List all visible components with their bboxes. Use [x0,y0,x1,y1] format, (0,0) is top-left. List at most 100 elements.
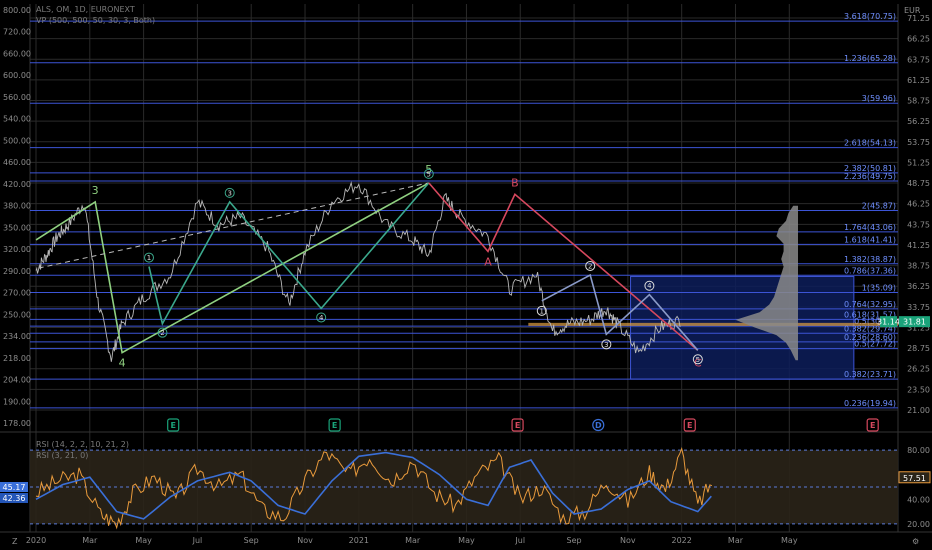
left-tick-label: 290.00 [3,267,31,276]
right-tick-label: 43.75 [907,220,930,229]
right-axis: 71.25 66.25 63.75 61.25 58.75 56.25 53.75 51.25… [877,14,930,415]
price-tag-label: 31.14 [877,318,900,327]
rsi-orange-line [35,447,713,530]
time-tick-label: Jul [192,536,203,545]
fib-levels: 3.618(70.75) 1.236(65.28) 3(59.96) 2.618(54… [30,12,898,409]
wave-count-label: 4 [647,282,652,290]
fib-label: 2(45.87) [862,201,896,210]
time-tick-label: 2020 [26,536,46,545]
event-marker-icon[interactable] [167,418,180,432]
wave-count-circle [316,312,327,323]
gear-icon[interactable]: ⚙ [912,537,919,546]
wave-count-circle [601,339,612,350]
rsi-tick-label: 80.00 [907,446,930,455]
time-tick-label: May [458,536,475,545]
fib-label: 2.618(54.13) [844,139,896,148]
time-axis: 2020 Mar May Jul Sep Nov 2021 Mar May Jul Sep Nov 20… [0,531,932,545]
wave-count-label: 2 [588,262,592,270]
right-tick-label: 31.25 [907,323,930,332]
time-tick-label: May [135,536,152,545]
left-tick-label: 234.00 [3,332,31,341]
rsi-header-2: RSI (3, 21, 0) [36,451,88,460]
event-marker-icon[interactable] [328,418,341,432]
currency-label: EUR [904,6,921,15]
wave-label: A [484,255,492,268]
volume-profile-shape [735,205,798,361]
event-marker-icon[interactable] [866,418,879,432]
time-tick-label: Jul [514,536,525,545]
fib-label: 3(59.96) [862,94,896,103]
rsi-orange-tag-box [898,471,931,484]
fib-label: 0.382(29.74) [844,324,896,333]
event-marker-icon[interactable] [683,418,696,432]
event-marker-icon[interactable] [592,418,605,432]
green-wave-line [35,182,430,354]
fib-label: 0.5(30.68) [854,317,896,326]
wave-count-circle [423,168,434,179]
wave-count-label: 1 [540,307,544,315]
last-price-label: 31.81 [903,318,926,327]
right-tick-label: 23.50 [907,385,930,394]
time-tick-label: Sep [244,536,259,545]
wave-count-label: 3 [227,189,231,197]
left-tick-label: 800.00 [3,6,31,15]
fib-label: 1.382(38.87) [844,255,896,264]
right-tick-label: 53.75 [907,138,930,147]
time-tick-label: 2022 [671,536,691,545]
rsi-red-tag-label: 42.36 [3,494,26,503]
left-tick-label: 250.00 [3,310,31,319]
fib-label: 1.618(41.41) [844,235,896,244]
wave-count-circle [224,187,235,198]
teal-wave-line [148,182,430,326]
wave-count-label: 5 [696,356,700,364]
time-tick-label: Mar [82,536,98,545]
event-marker-label: E [870,421,875,430]
wave-count-circle [692,354,703,365]
event-marker-icon[interactable] [511,418,524,432]
left-tick-label: 178.00 [3,419,31,428]
fib-label: 0.236(19.94) [844,399,896,408]
left-tick-label: 420.00 [3,180,31,189]
sub-wave-line [541,273,699,351]
fib-label: 0.382(23.71) [844,370,896,379]
fib-label: 3.618(70.75) [844,12,896,21]
zoom-icon[interactable]: Z [12,537,18,546]
right-tick-label: 58.75 [907,97,930,106]
right-tick-label: 38.75 [907,262,930,271]
price-line [35,181,681,362]
fib-label: 0.5(27.72) [854,340,896,349]
right-tick-label: 46.25 [907,200,930,209]
left-tick-label: 720.00 [3,28,31,37]
right-tick-label: 56.25 [907,117,930,126]
fib-label: 0.236(28.60) [844,333,896,342]
left-tick-label: 660.00 [3,49,31,58]
event-marker-label: D [595,421,602,430]
time-tick-label: Nov [620,536,636,545]
wave-count-circle [644,280,655,291]
price-series [35,181,681,362]
right-tick-label: 26.25 [907,365,930,374]
fib-label: 1.764(43.06) [844,223,896,232]
left-tick-label: 500.00 [3,136,31,145]
event-marker-label: E [515,421,520,430]
left-tick-label: 218.00 [3,354,31,363]
right-tick-label: 36.25 [907,282,930,291]
fib-label: 1.236(65.28) [844,54,896,63]
rsi-red-tag-box [0,493,28,503]
right-tick-label: 41.25 [907,241,930,250]
dashed-trendline [38,182,429,269]
right-tick-label: 21.00 [907,406,930,415]
left-tick-label: 540.00 [3,115,31,124]
fib-label: 2.236(49.75) [844,172,896,181]
time-tick-label: Nov [297,536,313,545]
fib-label: 0.786(37.36) [844,266,896,275]
wave-label: 4 [119,357,126,370]
wave-count-circle [536,305,547,316]
right-tick-label: 66.25 [907,35,930,44]
right-tick-label: 33.75 [907,303,930,312]
target-zone-box [630,275,855,380]
